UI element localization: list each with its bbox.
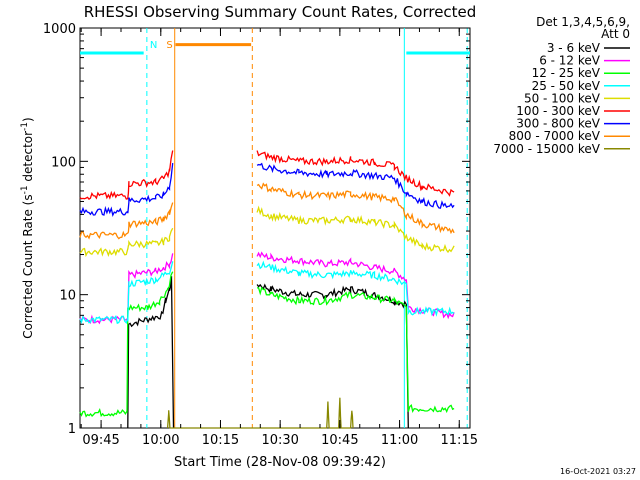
- series-line-7-b: [256, 182, 455, 235]
- x-tick-label: 11:00: [381, 433, 418, 448]
- series-line-5: [79, 150, 174, 200]
- x-tick-label: 10:15: [202, 433, 239, 448]
- series-line-1: [79, 253, 174, 325]
- y-tick-label: 100: [51, 155, 76, 170]
- series-line-3-b: [256, 260, 455, 317]
- legend-label: 7000 - 15000 keV: [493, 142, 600, 156]
- chart-title: RHESSI Observing Summary Count Rates, Co…: [84, 3, 477, 21]
- x-tick-label: 10:45: [321, 433, 358, 448]
- y-tick-label: 10: [59, 289, 76, 304]
- x-tick-label: 10:00: [142, 433, 179, 448]
- y-tick-label: 1: [68, 422, 76, 437]
- series-line-4-b: [256, 205, 455, 254]
- series-line-2: [79, 271, 174, 418]
- series-line-6-b: [256, 162, 455, 209]
- x-tick-label: 11:15: [441, 433, 478, 448]
- legend-label: 100 - 300 keV: [516, 104, 600, 118]
- x-axis: 09:45 10:00 10:15 10:30 10:45 11:00 11:15: [80, 28, 478, 448]
- x-tick-label: 10:30: [261, 433, 298, 448]
- legend-header-attenuator: Att 0: [601, 27, 630, 41]
- x-axis-label: Start Time (28-Nov-08 09:39:42): [174, 455, 386, 470]
- series-line-8: [166, 397, 354, 429]
- y-tick-label: 1000: [43, 22, 76, 37]
- legend-label: 3 - 6 keV: [547, 41, 601, 55]
- legend-label: 25 - 50 keV: [532, 79, 601, 93]
- plot-frame: [79, 27, 471, 429]
- legend-label: 6 - 12 keV: [539, 54, 601, 68]
- legend-label: 300 - 800 keV: [516, 117, 600, 131]
- series-line-5-b: [256, 150, 455, 197]
- legend-label: 12 - 25 keV: [532, 66, 601, 80]
- y-axis-label: Corrected Count Rate (s-1 detector-1): [20, 117, 35, 338]
- legend-label: 800 - 7000 keV: [509, 129, 601, 143]
- svg-text:Corrected Count Rate (s-1 dete: Corrected Count Rate (s-1 detector-1): [20, 117, 35, 338]
- state-annotation: N: [150, 40, 157, 51]
- series-line-4: [79, 227, 174, 258]
- y-axis: 1 10 100 1000: [43, 22, 470, 437]
- series-line-0: [127, 276, 175, 429]
- series-line-3: [79, 261, 174, 325]
- series-line-6: [79, 163, 174, 218]
- footer-timestamp: 16-Oct-2021 03:27: [560, 467, 636, 476]
- series-line-2-b: [257, 286, 455, 414]
- series-line-0-b: [256, 283, 409, 429]
- series-line-7: [79, 202, 174, 240]
- x-tick-label: 09:45: [82, 433, 119, 448]
- legend-label: 50 - 100 keV: [524, 91, 601, 105]
- series-line-1-b: [256, 251, 455, 320]
- state-annotation: S: [166, 40, 172, 51]
- legend-header-detectors: Det 1,3,4,5,6,9,: [536, 15, 630, 29]
